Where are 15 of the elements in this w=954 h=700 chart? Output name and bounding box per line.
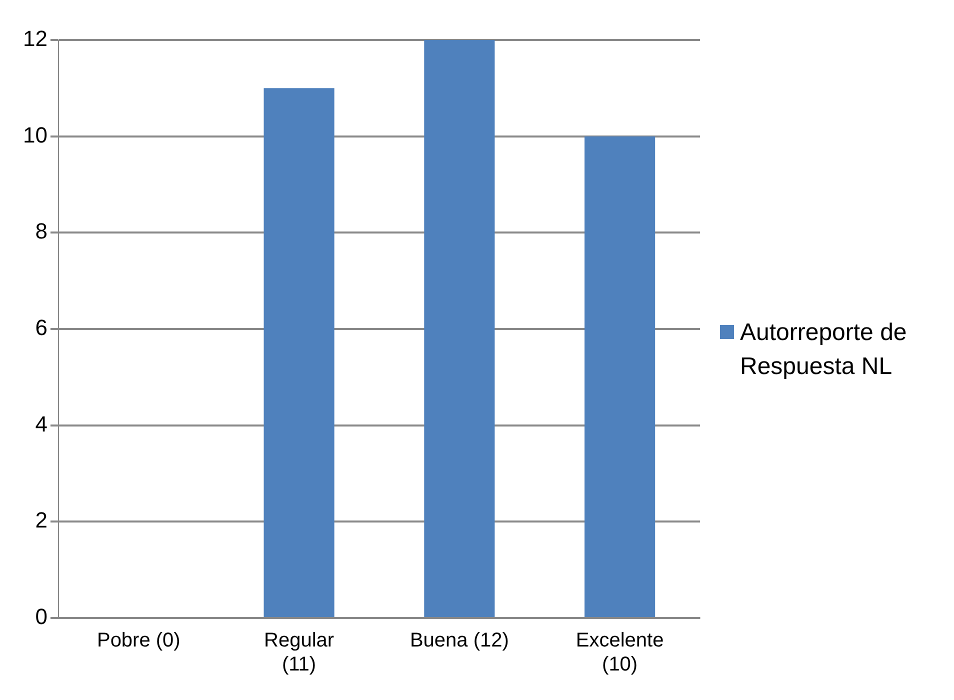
x-tick-label: Excelente (10): [576, 630, 664, 676]
y-tick-label: 4: [35, 411, 48, 436]
y-tick-label: 12: [22, 26, 48, 52]
y-tick-label: 6: [35, 315, 48, 340]
y-tick-label: 8: [35, 218, 48, 244]
x-tick-label: Pobre (0): [96, 630, 180, 652]
y-tick-label: 2: [35, 508, 48, 533]
y-tick-label: 0: [35, 604, 48, 630]
x-tick-label: Regular (11): [264, 630, 334, 676]
y-tick-label: 10: [22, 122, 48, 148]
bar: [264, 88, 334, 617]
bar: [584, 136, 656, 617]
bar: [424, 40, 495, 617]
x-tick-label: Buena (12): [410, 630, 509, 652]
legend-label: Autorreporte de Respuesta NL: [740, 318, 908, 382]
